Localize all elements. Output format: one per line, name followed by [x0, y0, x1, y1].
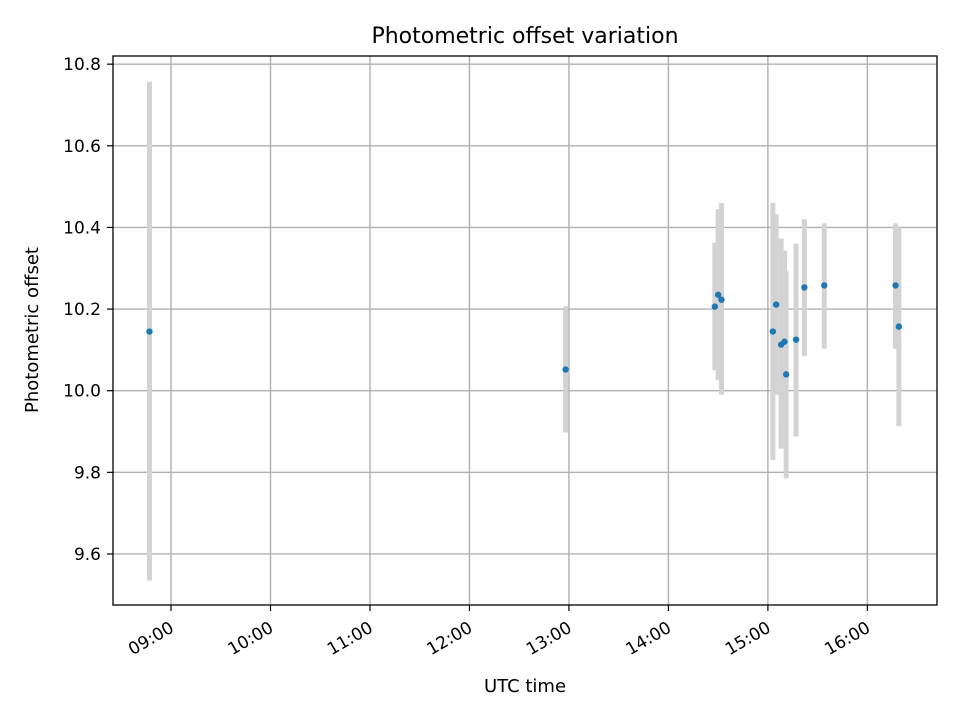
- data-point: [718, 296, 725, 303]
- data-point: [772, 301, 780, 308]
- y-tick-label: 10.0: [63, 382, 101, 402]
- data-point: [714, 291, 722, 298]
- data-point: [821, 282, 828, 289]
- data-point: [562, 366, 569, 373]
- y-tick-label: 9.8: [74, 463, 101, 483]
- axes-frame: [112, 55, 938, 606]
- y-tick-label: 10.2: [63, 300, 101, 320]
- y-axis-label: Photometric offset: [22, 247, 43, 413]
- y-tick-label: 10.6: [63, 137, 101, 157]
- data-point: [782, 371, 790, 378]
- data-point: [711, 303, 719, 310]
- data-point: [801, 284, 808, 291]
- data-point: [781, 338, 788, 345]
- data-point: [895, 323, 903, 330]
- y-tick-label: 10.4: [63, 218, 101, 238]
- x-axis-label: UTC time: [484, 676, 566, 697]
- chart-title: Photometric offset variation: [371, 24, 678, 49]
- data-point: [792, 336, 800, 343]
- y-tick-label: 9.6: [74, 545, 101, 565]
- y-tick-label: 10.8: [63, 55, 101, 75]
- data-point: [892, 282, 899, 289]
- data-point: [146, 328, 153, 335]
- data-point: [769, 328, 777, 335]
